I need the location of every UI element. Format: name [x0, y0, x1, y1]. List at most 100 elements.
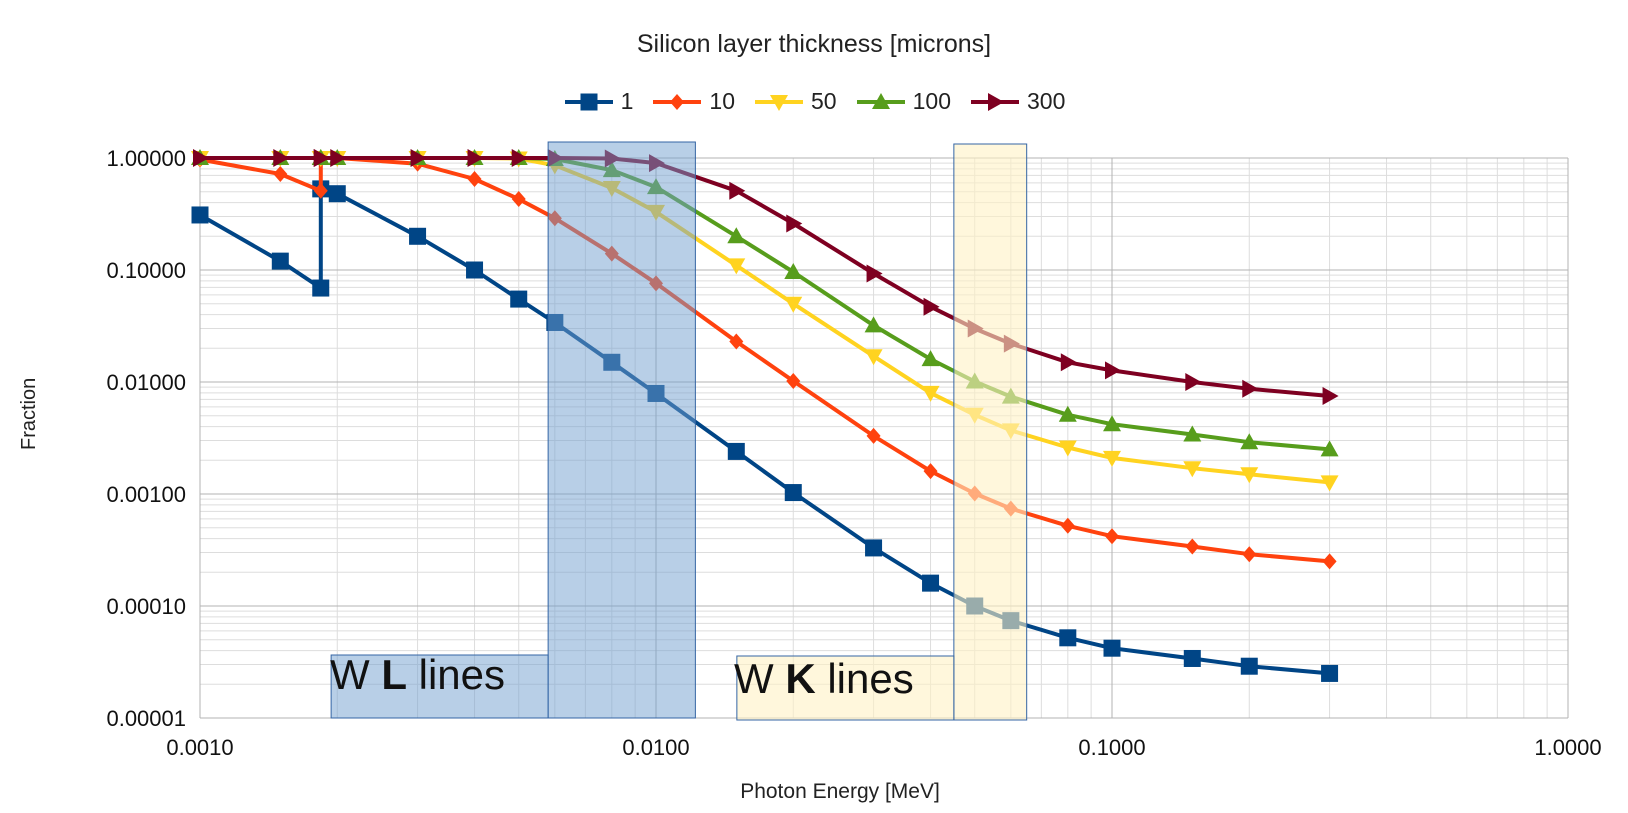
data-point-10 — [923, 463, 938, 480]
data-point-10 — [1185, 538, 1200, 555]
data-point-100 — [1183, 425, 1202, 442]
data-point-300 — [1322, 386, 1339, 405]
data-point-50 — [1183, 461, 1202, 478]
data-point-300 — [866, 264, 883, 283]
series-line-10 — [199, 156, 1330, 564]
data-point-1 — [328, 185, 346, 203]
series-10 — [193, 150, 1337, 570]
data-point-50 — [1320, 475, 1339, 492]
x-tick-label: 1.0000 — [1534, 735, 1601, 760]
legend-label: 300 — [1026, 88, 1066, 114]
data-point-300 — [1185, 373, 1202, 391]
data-point-1 — [1240, 657, 1258, 675]
data-point-300 — [410, 149, 427, 167]
data-point-1 — [191, 206, 209, 224]
annotation-label-box-1 — [736, 655, 955, 721]
data-point-100 — [1103, 415, 1121, 432]
legend-swatch — [564, 93, 613, 110]
data-point-100 — [1320, 440, 1339, 457]
data-point-10 — [866, 427, 881, 444]
y-tick-label: 0.10000 — [106, 258, 186, 283]
data-point-50 — [1240, 467, 1259, 484]
annotation-band-1 — [953, 143, 1028, 721]
data-point-100 — [1058, 405, 1077, 422]
x-tick-label: 0.1000 — [1078, 735, 1145, 760]
series-300 — [193, 149, 1339, 405]
annotation-band-0 — [547, 141, 696, 719]
data-point-1 — [466, 261, 484, 279]
grid-lines — [199, 157, 1569, 719]
data-point-50 — [784, 296, 803, 313]
data-point-50 — [727, 258, 746, 275]
data-point-50 — [1103, 450, 1121, 467]
data-point-1 — [784, 484, 802, 502]
annotation-w-l-lines: W L lines — [330, 651, 506, 698]
legend-marker — [580, 93, 598, 110]
data-point-50 — [921, 385, 940, 402]
data-point-10 — [729, 333, 744, 350]
legend-marker — [770, 94, 789, 111]
data-point-1 — [1183, 649, 1201, 667]
legend-label: 100 — [912, 88, 951, 114]
data-point-300 — [193, 149, 209, 167]
data-point-10 — [1105, 528, 1119, 545]
data-point-10 — [273, 165, 288, 182]
data-point-300 — [1242, 379, 1259, 398]
legend-label: 1 — [620, 88, 634, 114]
annotation-label-box-0 — [330, 654, 549, 719]
data-point-10 — [786, 373, 801, 390]
data-point-300 — [1105, 361, 1121, 380]
legend-item-50: 50 — [753, 88, 837, 115]
data-point-100 — [1240, 433, 1259, 450]
legend-swatch — [755, 94, 804, 111]
data-point-50 — [864, 349, 883, 366]
data-point-10 — [313, 182, 328, 199]
data-point-100 — [727, 227, 746, 244]
data-point-1 — [1103, 639, 1121, 657]
data-point-1 — [1059, 629, 1077, 647]
legend-item-300: 300 — [969, 88, 1065, 115]
data-point-10 — [1060, 517, 1075, 534]
data-point-300 — [467, 149, 484, 167]
data-point-300 — [273, 149, 290, 167]
legend-swatch — [856, 92, 905, 109]
chart-title: Silicon layer thickness [microns] — [636, 30, 992, 58]
data-point-1 — [409, 227, 427, 245]
data-point-300 — [729, 181, 746, 200]
data-point-1 — [865, 539, 883, 557]
x-axis-label: Photon Energy [MeV] — [740, 780, 940, 803]
y-tick-label: 1.00000 — [106, 146, 186, 171]
data-point-100 — [921, 350, 940, 367]
data-point-300 — [511, 149, 528, 167]
data-point-300 — [923, 297, 940, 316]
legend-swatch — [653, 93, 702, 110]
legend-label: 50 — [811, 88, 837, 114]
x-tick-label: 0.0100 — [622, 735, 689, 760]
legend-item-1: 1 — [563, 88, 634, 115]
y-tick-label: 0.00010 — [106, 594, 186, 619]
y-tick-label: 0.01000 — [106, 370, 186, 395]
data-point-300 — [313, 149, 330, 167]
data-point-1 — [271, 252, 289, 270]
legend-label: 10 — [709, 88, 736, 114]
y-tick-label: 0.00001 — [106, 706, 186, 731]
y-axis-label: Fraction — [18, 377, 40, 450]
legend-marker — [670, 93, 685, 110]
data-point-50 — [1058, 440, 1077, 457]
data-point-1 — [727, 442, 745, 460]
data-point-10 — [467, 170, 482, 187]
legend: 1 10 50 100 300 — [0, 88, 1628, 115]
legend-marker — [871, 92, 890, 109]
data-point-100 — [864, 316, 883, 333]
data-point-1 — [312, 279, 330, 297]
legend-marker — [987, 92, 1004, 111]
data-point-10 — [1242, 546, 1257, 563]
y-tick-label: 0.00100 — [106, 482, 186, 507]
data-point-1 — [1321, 664, 1339, 682]
x-tick-label: 0.0010 — [166, 735, 233, 760]
data-point-300 — [786, 214, 803, 233]
data-point-300 — [1060, 353, 1077, 372]
annotation-w-k-lines: W K lines — [734, 655, 914, 702]
data-point-10 — [1322, 553, 1337, 570]
